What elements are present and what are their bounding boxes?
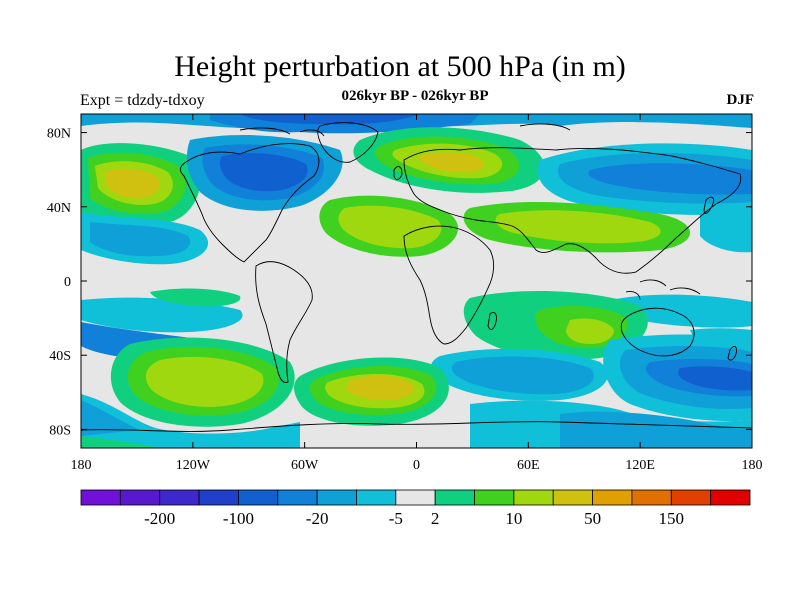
east-asia-trough [537,143,752,215]
x-tick-label: 60E [517,458,540,473]
y-tick-label: 80N [47,127,71,142]
south-atlantic-ridge [294,357,449,426]
figure-subtitle: 026kyr BP - 026kyr BP [341,88,489,104]
colorbar-swatch [356,489,397,506]
longitude-axis: 180 120W 60W 0 60E 120E 180 [71,114,763,473]
figure-title: Height perturbation at 500 hPa (in m) [174,50,626,83]
southern-ocean-troughs [431,334,752,422]
experiment-label: Expt = tdzdy-tdxoy [80,92,205,109]
north-america-trough [186,135,343,211]
colorbar-swatch [513,489,554,506]
south-pacific-ridge [110,337,295,427]
height-perturbation-field [81,114,752,448]
y-tick-label: 40N [47,201,71,216]
colorbar-label: 2 [431,509,440,528]
x-tick-label: 120W [176,458,211,473]
colorbar-label: 10 [505,509,522,528]
colorbar-swatch [434,489,475,506]
colorbar-swatch [552,489,593,506]
colorbar-swatch [670,489,712,506]
asia-subtropical-ridge [463,201,752,253]
x-tick-label: 0 [413,458,420,473]
north-pacific-ridge [81,143,201,225]
colorbar-swatch [631,489,672,506]
indian-ocean-ridge [463,291,648,360]
southern-polar-band [81,394,752,448]
colorbar-swatch [474,489,515,506]
colorbar-label: 50 [584,509,601,528]
colorbar-swatch [277,489,318,506]
coastlines [81,122,752,432]
colorbar-swatch [238,489,279,506]
colorbar-swatch [159,489,200,506]
colorbar-label: -100 [223,509,254,528]
colorbar-swatch [119,489,161,506]
x-tick-label: 180 [71,458,92,473]
colorbar-label: -5 [389,509,403,528]
pacific-trough [81,212,209,265]
atlantic-ridge [319,195,459,257]
colorbar-swatch [316,489,357,506]
colorbar-label: -200 [144,509,175,528]
colorbar-swatch [592,489,633,506]
season-label: DJF [726,92,755,108]
x-tick-label: 60W [291,458,319,473]
x-tick-label: 120E [625,458,655,473]
colorbar-label: 150 [659,509,685,528]
colorbar-swatch [80,489,121,506]
latitude-axis: 80N 40N 0 40S 80S [47,127,752,438]
colorbar-swatch [198,489,239,506]
y-tick-label: 80S [49,423,71,438]
y-tick-label: 0 [64,275,71,290]
colorbar-label: -20 [306,509,329,528]
colorbar-swatch [710,489,751,506]
y-tick-label: 40S [49,349,71,364]
x-tick-label: 180 [742,458,763,473]
colorbar: -200 -100 -20 -5 2 10 50 150 [80,489,751,528]
colorbar-swatch [395,489,436,506]
